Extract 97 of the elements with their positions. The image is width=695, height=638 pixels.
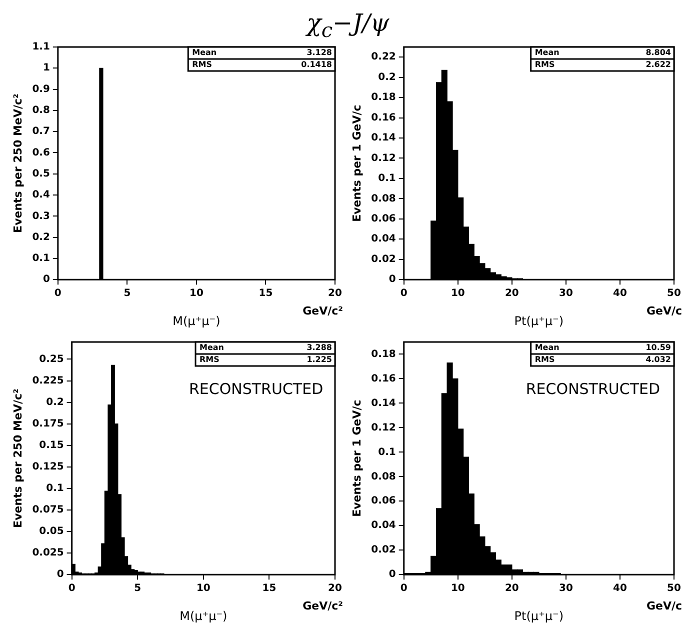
x-tick-label: 10 [189,288,204,300]
y-tick-label: 0.5 [32,168,50,180]
annotation: RMS [192,60,212,70]
y-tick-label: 0.6 [32,147,50,158]
y-tick-label: 0.3 [32,210,50,222]
y-tick-label: 1 [42,62,50,74]
x-axis-title: Pt(μ⁺μ⁻) [514,314,564,328]
annotation: 3.288 [306,343,332,352]
x-tick-label: 30 [558,288,573,300]
y-tick-label: 0.14 [371,132,396,144]
y-tick-label: 0.04 [371,520,396,532]
y-tick-label: 0.25 [39,354,64,365]
text: GeV/c [646,599,682,612]
x-tick-label: 0 [400,288,408,300]
annotation: RMS [200,355,220,364]
annotation: 8.804 [646,48,672,58]
x-tick-label: 15 [258,288,273,300]
y-tick-label: 0.025 [32,548,64,559]
y-tick-label: 0.075 [32,504,64,516]
y-tick-label: 0.9 [32,84,50,95]
y-tick-label: 0.2 [46,396,64,408]
x-tick-label: 15 [262,583,276,594]
annotation: 3.128 [306,48,332,58]
x-tick-label: 0 [400,583,408,594]
text: GeV/c [646,304,682,318]
text: GeV/c² [302,304,344,318]
y-tick-label: 0.12 [371,152,396,164]
y-tick-label: 0.1 [46,483,64,494]
y-tick-label: 0.06 [371,496,396,507]
y-tick-label: 0.08 [371,193,396,204]
annotation: 1.225 [306,355,332,364]
y-tick-label: 0.2 [378,72,396,83]
annotation: 2.622 [646,60,671,70]
x-tick-label: 5 [124,288,131,300]
y-tick-label: 0.2 [32,232,50,243]
y-tick-label: 0.4 [32,190,50,201]
y-tick-label: 0.1 [32,253,50,264]
y-tick-label: 0.06 [371,214,396,225]
annotation: RECONSTRUCTED [188,380,324,398]
annotation: 4.032 [646,355,671,364]
y-tick-label: 0.12 [371,422,396,434]
y-tick-label: 0.02 [371,544,396,556]
annotation: RMS [534,60,555,70]
y-axis-title: Events per 250 MeV/c² [11,388,24,528]
x-tick-label: 50 [667,288,681,300]
y-tick-label: 0.18 [371,348,396,360]
annotation: RECONSTRUCTED [526,380,660,398]
annotation: RMS [534,355,555,364]
x-tick-label: 30 [558,583,573,594]
x-tick-label: 50 [667,583,681,594]
x-tick-label: 20 [504,288,519,300]
x-axis-title: Pt(μ⁺μ⁻) [514,608,564,623]
y-tick-label: 0.16 [371,373,396,384]
x-tick-label: 20 [328,583,342,594]
y-tick-label: 0.14 [371,398,396,409]
x-tick-label: 40 [613,288,627,300]
annotation: 0.1418 [301,60,332,70]
x-axis-title: M(μ⁺μ⁻) [172,314,220,328]
y-tick-label: 0.22 [371,52,396,63]
y-tick-label: 0 [388,569,396,580]
y-tick-label: 0.18 [371,92,396,104]
y-axis-title: Events per 1 GeV/c [350,400,364,517]
y-tick-label: 0.08 [371,471,396,482]
x-tick-label: 5 [134,583,142,594]
chart-title: χ$_{c}$−J/ψ [304,8,390,42]
x-tick-label: 20 [328,288,342,300]
x-tick-label: 10 [450,583,465,594]
y-tick-label: 0.1 [378,446,396,458]
x-tick-label: 10 [450,288,465,300]
annotation: Mean [534,48,560,58]
y-tick-label: 0.175 [32,418,64,430]
y-tick-label: 0 [42,274,50,286]
x-tick-label: 0 [68,583,76,594]
text: GeV/c² [302,599,344,612]
y-axis-title: Events per 250 MeV/c² [11,93,24,233]
y-tick-label: 0.02 [371,254,396,265]
annotation: Mean [200,343,224,352]
annotation: Mean [192,48,217,58]
y-tick-label: 0.225 [32,375,64,386]
x-tick-label: 40 [613,583,627,594]
x-tick-label: 10 [196,583,210,594]
y-tick-label: 0.16 [371,112,396,124]
y-tick-label: 0.15 [39,440,64,451]
y-tick-label: 0.125 [32,462,64,473]
y-axis-title: Events per 1 GeV/c [350,104,364,222]
y-tick-label: 0 [56,569,64,580]
annotation: Mean [534,343,560,352]
y-tick-label: 0.05 [39,526,64,538]
y-tick-label: 0.8 [32,105,50,116]
x-axis-title: M(μ⁺μ⁻) [180,608,228,623]
y-tick-label: 0 [388,274,396,286]
x-tick-label: 20 [504,583,519,594]
y-tick-label: 0.04 [371,234,396,245]
y-tick-label: 1.1 [32,42,50,53]
y-tick-label: 0.7 [32,126,50,138]
annotation: 10.59 [646,343,672,352]
y-tick-label: 0.1 [378,173,396,184]
